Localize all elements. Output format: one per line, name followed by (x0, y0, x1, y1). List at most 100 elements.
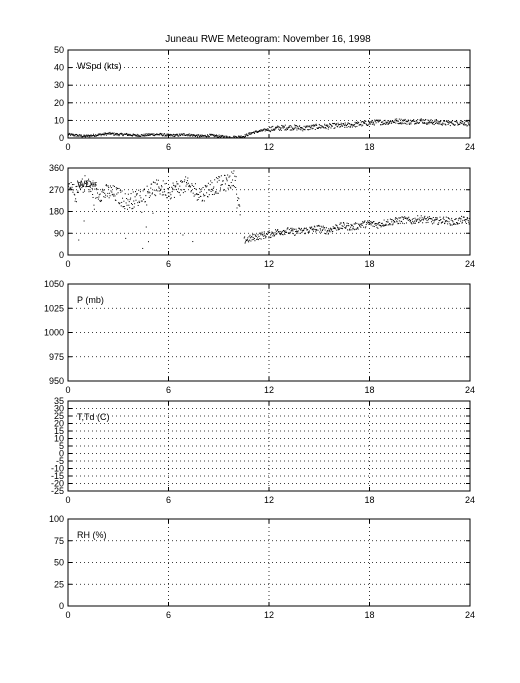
data-point (182, 192, 184, 194)
data-point (312, 229, 314, 231)
data-point (456, 222, 458, 224)
data-point (212, 190, 214, 192)
data-point (391, 219, 393, 221)
data-point (217, 178, 219, 180)
x-tick-label: 18 (364, 610, 374, 620)
data-point (260, 129, 262, 131)
data-point (107, 185, 109, 187)
data-point (215, 135, 217, 137)
data-point (370, 221, 372, 223)
data-point (424, 215, 426, 217)
data-point (421, 119, 423, 121)
data-point (190, 186, 192, 188)
data-point (105, 134, 107, 136)
data-point (370, 224, 372, 226)
data-point (277, 125, 279, 127)
data-point (157, 179, 159, 181)
data-point (400, 217, 402, 219)
data-point (228, 184, 230, 186)
data-point (271, 129, 273, 131)
x-tick-label: 12 (264, 495, 274, 505)
data-point (287, 129, 289, 131)
data-point (436, 217, 438, 219)
data-point (404, 216, 406, 218)
data-point (198, 188, 200, 190)
data-point (132, 133, 134, 135)
data-point (469, 120, 471, 122)
data-point (100, 135, 102, 137)
data-point (279, 127, 281, 129)
data-point (334, 124, 336, 126)
data-point (269, 130, 271, 132)
data-point (288, 232, 290, 234)
data-point (211, 188, 213, 190)
data-point (227, 174, 229, 176)
data-point (381, 222, 383, 224)
data-point (132, 207, 134, 209)
data-point (460, 218, 462, 220)
data-point (311, 226, 313, 228)
data-point (139, 202, 141, 204)
data-point (433, 220, 435, 222)
data-point (327, 233, 329, 235)
data-point (203, 135, 205, 137)
data-point (152, 133, 154, 135)
data-point (305, 125, 307, 127)
data-point (256, 131, 258, 133)
data-point (126, 208, 128, 210)
data-point (396, 118, 398, 120)
data-point (318, 123, 320, 125)
data-point (79, 134, 81, 136)
data-point (174, 134, 176, 136)
data-point (331, 125, 333, 127)
data-point (293, 127, 295, 129)
data-point (201, 200, 203, 202)
data-point (304, 232, 306, 234)
data-point (226, 180, 228, 182)
data-point (230, 181, 232, 183)
data-point (439, 220, 441, 222)
data-point (247, 240, 249, 242)
data-point (271, 126, 273, 128)
data-point (455, 121, 457, 123)
data-point (325, 125, 327, 127)
y-tick-label: 1025 (44, 303, 64, 313)
data-point (421, 219, 423, 221)
data-point (244, 136, 246, 138)
data-point (448, 122, 450, 124)
data-point (231, 171, 233, 173)
data-point (86, 182, 88, 184)
data-point (270, 233, 272, 235)
data-point (351, 124, 353, 126)
data-point (415, 220, 417, 222)
data-point (127, 133, 129, 135)
data-point (287, 227, 289, 229)
data-point (109, 195, 111, 197)
data-point (205, 185, 207, 187)
data-point (141, 200, 143, 202)
data-point (278, 126, 280, 128)
data-point (262, 129, 264, 131)
data-point (311, 128, 313, 130)
data-point (317, 225, 319, 227)
data-point (354, 123, 356, 125)
data-point (253, 131, 255, 133)
data-point (401, 216, 403, 218)
data-point (405, 123, 407, 125)
x-tick-label: 12 (264, 610, 274, 620)
data-point (215, 191, 217, 193)
data-point (414, 217, 416, 219)
y-tick-label: 180 (49, 207, 64, 217)
y-tick-label: 50 (54, 558, 64, 568)
data-point (313, 125, 315, 127)
data-point (308, 125, 310, 127)
data-point (213, 193, 215, 195)
data-point (299, 228, 301, 230)
data-point (180, 180, 182, 182)
data-point (262, 235, 264, 237)
data-point (255, 130, 257, 132)
data-point (427, 219, 429, 221)
data-point (105, 184, 107, 186)
data-point (97, 133, 99, 135)
data-point (283, 126, 285, 128)
